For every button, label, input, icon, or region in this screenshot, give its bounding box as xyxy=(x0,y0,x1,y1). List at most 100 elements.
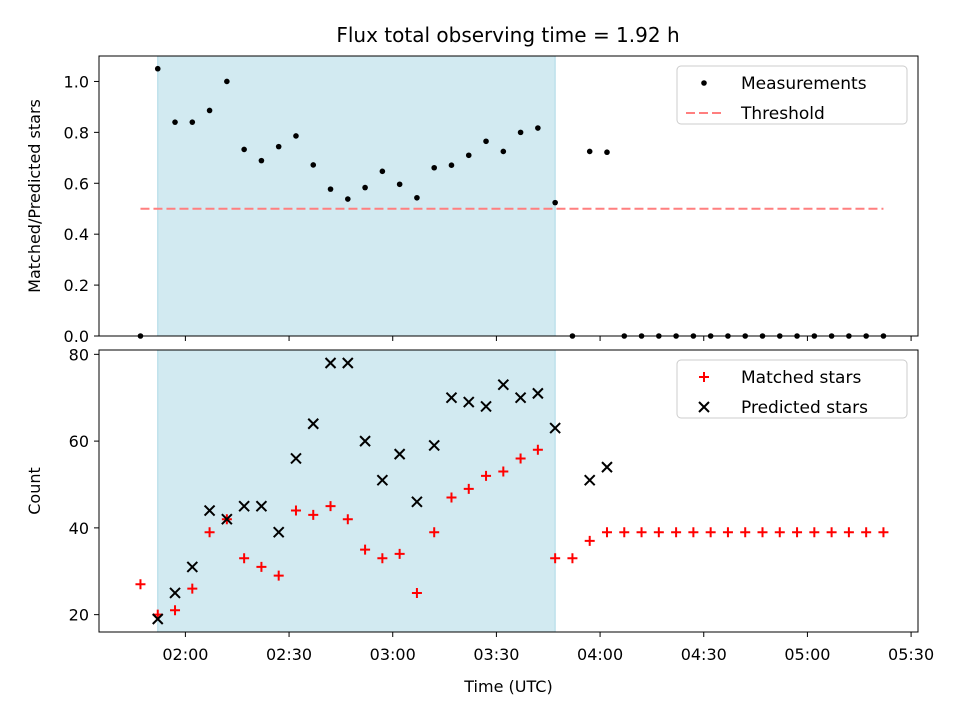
matched-star-marker xyxy=(256,561,267,572)
matched-star-marker xyxy=(308,509,319,520)
y-tick-label: 0.6 xyxy=(64,174,89,193)
legend-box xyxy=(676,359,908,419)
predicted-star-marker xyxy=(549,422,561,434)
matched-star-marker xyxy=(170,605,181,616)
matched-star-marker xyxy=(532,444,543,455)
predicted-star-marker xyxy=(324,357,337,369)
ratio-panel: 0.0 0.2 0.4 0.6 0.8 1.0 Matched/Predicted star… xyxy=(25,55,919,346)
measurement-point xyxy=(483,138,489,145)
matched-star-marker xyxy=(878,527,889,538)
x-tick-label: 04:30 xyxy=(681,645,727,664)
matched-star-marker xyxy=(377,553,388,564)
matched-star-marker xyxy=(325,501,336,512)
matched-star-marker xyxy=(394,548,405,559)
measurement-point xyxy=(465,152,472,159)
measurement-point xyxy=(604,149,610,156)
measurement-point xyxy=(275,143,282,150)
predicted-star-marker xyxy=(584,474,596,486)
matched-star-marker xyxy=(757,527,768,538)
measurement-point xyxy=(172,119,178,125)
measurement-point xyxy=(293,133,299,139)
measurement-point xyxy=(414,194,420,201)
matched-star-marker xyxy=(567,553,578,564)
matched-star-marker xyxy=(239,553,250,564)
measurement-point xyxy=(310,162,317,168)
predicted-star-marker xyxy=(514,392,527,404)
predicted-star-marker xyxy=(186,561,199,573)
measurement-point xyxy=(431,164,438,171)
predicted-star-marker xyxy=(221,513,233,525)
highlight-span xyxy=(157,56,556,336)
y-tick-label: 0.4 xyxy=(64,225,89,244)
matched-star-marker xyxy=(688,527,699,538)
matched-star-marker xyxy=(792,527,803,538)
measurement-point xyxy=(396,181,403,188)
x-tick-label: 05:30 xyxy=(888,645,934,664)
predicted-star-marker xyxy=(152,613,164,625)
predicted-star-marker xyxy=(342,357,354,369)
matched-star-marker xyxy=(481,470,492,481)
matched-star-marker xyxy=(411,587,422,598)
matched-star-marker xyxy=(826,527,837,538)
matched-star-marker xyxy=(515,453,526,464)
predicted-star-marker xyxy=(376,474,389,486)
measurement-point xyxy=(154,65,161,72)
legend-label: Matched stars xyxy=(741,368,861,388)
measurement-point xyxy=(206,107,213,114)
matched-star-marker xyxy=(429,527,440,538)
predicted-star-marker xyxy=(238,500,250,512)
predicted-star-marker xyxy=(203,504,216,517)
highlight-span xyxy=(157,350,556,632)
predicted-star-marker xyxy=(445,392,458,404)
matched-star-marker xyxy=(774,527,785,538)
measurement-point xyxy=(189,119,196,125)
measurement-point xyxy=(258,157,265,164)
x-tick-label: 02:30 xyxy=(266,645,312,664)
predicted-star-marker xyxy=(497,379,510,391)
matched-star-marker xyxy=(653,527,664,538)
chart-title: Flux total observing time = 1.92 h xyxy=(336,23,679,47)
legend: Measurements Threshold xyxy=(676,65,908,125)
predicted-star-marker xyxy=(393,448,406,460)
x-tick-label: 05:00 xyxy=(784,645,830,664)
legend-matched-swatch xyxy=(699,372,709,382)
measurement-point xyxy=(500,148,507,155)
measurement-point xyxy=(224,78,230,85)
matched-star-marker xyxy=(671,527,682,538)
measurement-point xyxy=(586,148,593,155)
measurement-point xyxy=(345,196,351,202)
measurement-point xyxy=(552,199,558,206)
y-tick-label: 60 xyxy=(69,432,89,451)
predicted-star-marker xyxy=(480,400,492,413)
matched-star-marker xyxy=(601,527,612,538)
y-tick-label: 80 xyxy=(69,345,89,364)
legend-predicted-swatch xyxy=(698,401,710,413)
plot-frame xyxy=(98,55,919,337)
matched-star-marker xyxy=(619,527,630,538)
measurement-point xyxy=(362,184,368,191)
y-axis-label: Count xyxy=(25,467,44,515)
matched-star-marker xyxy=(809,527,820,538)
matched-star-marker xyxy=(740,527,751,538)
legend-label: Threshold xyxy=(740,104,825,124)
measurement-point xyxy=(327,186,334,192)
y-tick-label: 0.2 xyxy=(64,276,89,295)
measurement-point xyxy=(535,125,541,131)
matched-star-marker xyxy=(584,535,595,546)
x-tick-label: 02:00 xyxy=(162,645,208,664)
y-axis-label: Matched/Predicted stars xyxy=(25,99,44,293)
y-tick-label: 1.0 xyxy=(64,72,89,91)
predicted-star-marker xyxy=(359,435,371,447)
plot-frame xyxy=(98,349,919,633)
matched-star-marker xyxy=(273,570,284,581)
matched-star-marker xyxy=(636,527,647,538)
x-tick-label: 03:30 xyxy=(473,645,519,664)
x-tick-label: 03:00 xyxy=(370,645,416,664)
legend-label: Predicted stars xyxy=(741,398,868,418)
legend-box xyxy=(676,65,908,125)
y-tick-label: 0.8 xyxy=(64,123,89,142)
y-tick-label: 0.0 xyxy=(64,327,89,346)
predicted-star-marker xyxy=(532,387,544,400)
y-tick-label: 20 xyxy=(69,606,89,625)
